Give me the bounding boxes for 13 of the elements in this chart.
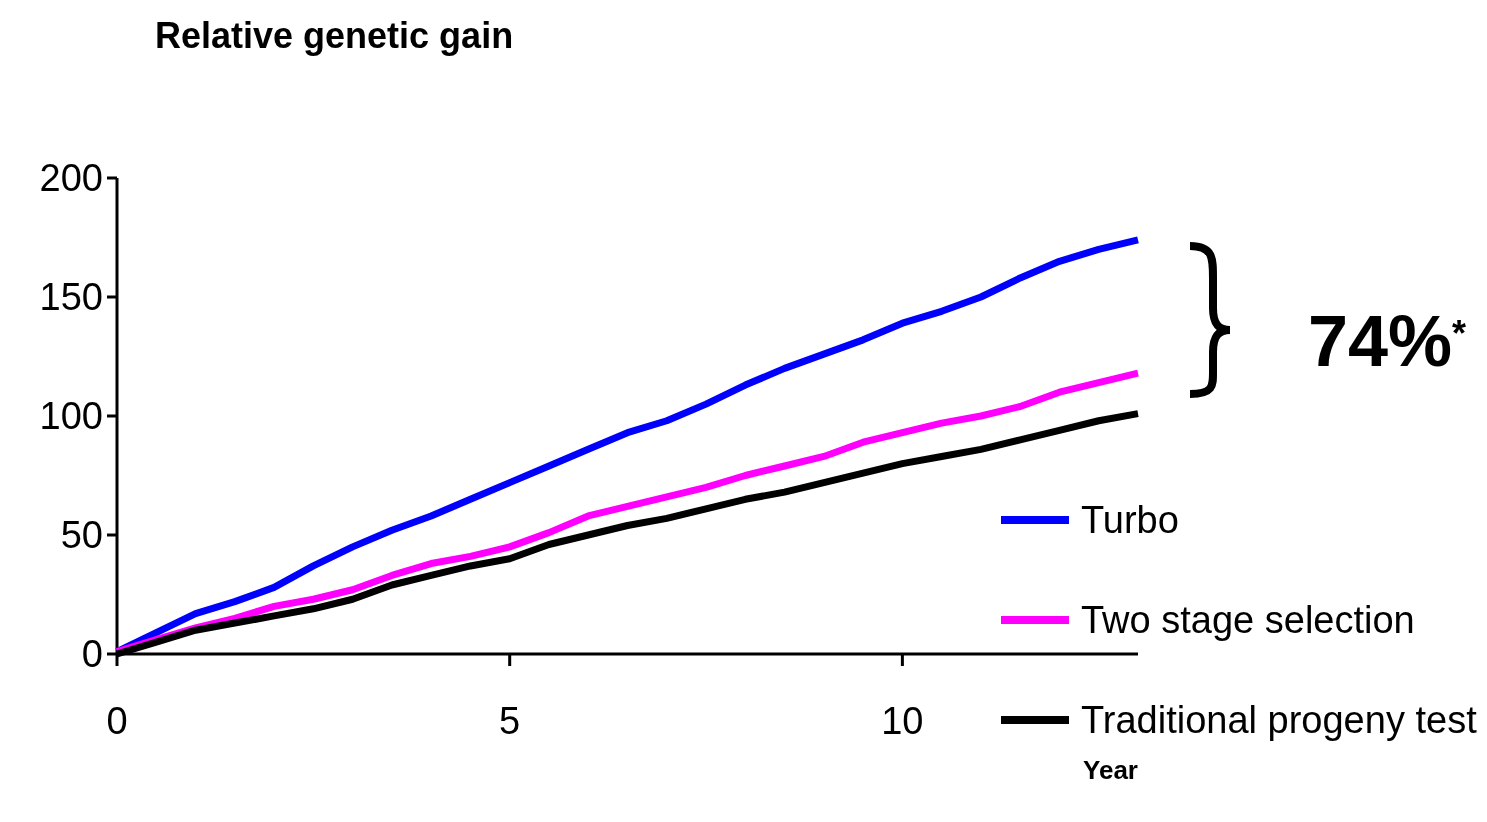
y-tick-label: 0 — [81, 633, 103, 676]
y-tick-label: 50 — [60, 514, 103, 557]
legend-label: Traditional progeny test — [1081, 699, 1478, 742]
y-tick-label: 100 — [39, 395, 103, 438]
y-tick-label: 150 — [39, 276, 103, 319]
legend-label: Turbo — [1081, 499, 1179, 542]
x-tick-label: 10 — [881, 700, 924, 742]
legend-label: Two stage selection — [1081, 599, 1415, 642]
x-tick-label: 5 — [499, 700, 521, 742]
y-tick-label: 200 — [39, 157, 103, 200]
x-axis-title: Year — [1083, 755, 1138, 785]
text: 74%$^{*}$ — [1308, 301, 1467, 381]
y-axis-title: Relative genetic gain — [155, 15, 514, 56]
